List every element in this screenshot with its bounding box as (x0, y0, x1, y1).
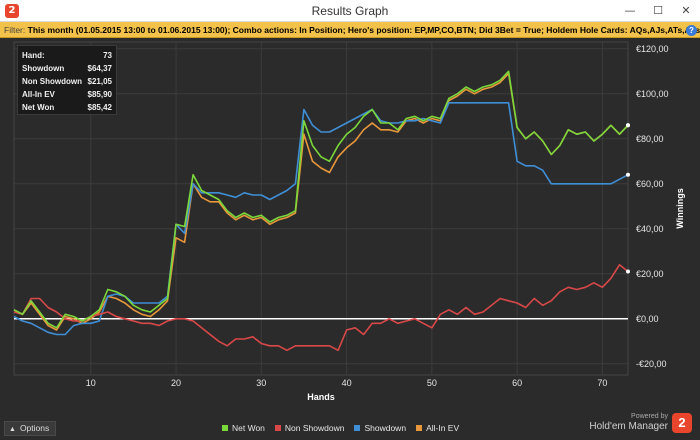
app-logo-icon: 2 (5, 4, 19, 18)
y-tick-label: €20,00 (636, 269, 664, 279)
tooltip-label: Net Won (22, 103, 55, 112)
x-tick-label: 60 (512, 378, 522, 388)
legend-item-all-in-ev[interactable]: All-In EV (416, 423, 459, 433)
tooltip-row-hand: Hand: 73 (22, 49, 112, 62)
tooltip-value: $21,05 (87, 77, 112, 86)
y-tick-label: €40,00 (636, 224, 664, 234)
close-button[interactable]: ✕ (681, 4, 691, 17)
tooltip-row-all-in-ev: All-In EV $85,90 (22, 88, 112, 101)
title-bar: 2 Results Graph — ☐ ✕ (0, 0, 700, 22)
y-tick-label: €100,00 (636, 89, 669, 99)
tooltip-value: $85,42 (87, 103, 112, 112)
series-end-point (626, 172, 630, 177)
filter-text: This month (01.05.2015 13:00 to 01.06.20… (27, 25, 700, 35)
maximize-button[interactable]: ☐ (653, 4, 663, 17)
tooltip-value: $85,90 (87, 90, 112, 99)
tooltip-label: All-In EV (22, 90, 55, 99)
legend-swatch (416, 425, 423, 431)
series-end-point (626, 269, 630, 274)
tooltip-value: $64,37 (87, 64, 112, 73)
plot-border (13, 41, 629, 376)
legend-label: Showdown (364, 423, 407, 433)
window-title: Results Graph (311, 4, 389, 18)
legend-item-showdown[interactable]: Showdown (354, 423, 406, 433)
legend-swatch (354, 425, 361, 431)
x-tick-label: 70 (597, 378, 607, 388)
x-tick-label: 20 (171, 378, 181, 388)
chart-legend: Net Won Non Showdown Showdown All-In EV (222, 423, 459, 433)
y-axis-label: Winnings (675, 188, 685, 228)
brand-name: Hold'em Manager (589, 421, 668, 432)
y-tick-label: €0,00 (636, 314, 659, 324)
x-tick-label: 50 (427, 378, 437, 388)
series-line-net-won (13, 70, 629, 329)
powered-by-brand: Powered by Hold'em Manager (589, 412, 668, 433)
filter-bar[interactable]: Filter: This month (01.05.2015 13:00 to … (0, 22, 700, 38)
tooltip-label: Showdown (22, 64, 65, 73)
tooltip-row-non-showdown: Non Showdown $21,05 (22, 75, 112, 88)
legend-label: Net Won (232, 423, 265, 433)
legend-item-non-showdown[interactable]: Non Showdown (274, 423, 345, 433)
x-tick-label: 40 (342, 378, 352, 388)
y-tick-label: €80,00 (636, 134, 664, 144)
series-line-showdown (13, 102, 629, 336)
help-icon[interactable]: ? (686, 25, 697, 36)
hover-tooltip: Hand: 73 Showdown $64,37 Non Showdown $2… (17, 45, 117, 115)
powered-by-text: Powered by (631, 413, 668, 420)
y-tick-label: -€20,00 (636, 359, 667, 369)
tooltip-row-net-won: Net Won $85,42 (22, 101, 112, 114)
x-tick-label: 30 (256, 378, 266, 388)
x-axis-label: Hands (307, 392, 335, 402)
legend-swatch (222, 425, 228, 431)
x-tick-label: 10 (86, 378, 96, 388)
chevron-up-icon: ▲ (9, 426, 16, 433)
legend-item-net-won[interactable]: Net Won (222, 423, 265, 433)
options-button[interactable]: ▲ Options (4, 421, 57, 436)
series-end-point (626, 123, 630, 128)
legend-label: Non Showdown (284, 423, 345, 433)
minimize-button[interactable]: — (624, 4, 636, 17)
brand-logo-icon: 2 (672, 413, 692, 433)
tooltip-label: Non Showdown (22, 77, 82, 86)
filter-label: Filter: (4, 25, 26, 35)
legend-label: All-In EV (426, 423, 460, 433)
legend-swatch (274, 425, 281, 431)
y-tick-label: €120,00 (636, 44, 669, 54)
tooltip-value: 73 (103, 51, 112, 60)
tooltip-label: Hand: (22, 51, 45, 60)
tooltip-row-showdown: Showdown $64,37 (22, 62, 112, 75)
y-tick-label: €60,00 (636, 179, 664, 189)
series-line-non-showdown (13, 264, 629, 352)
options-label: Options (19, 423, 50, 433)
